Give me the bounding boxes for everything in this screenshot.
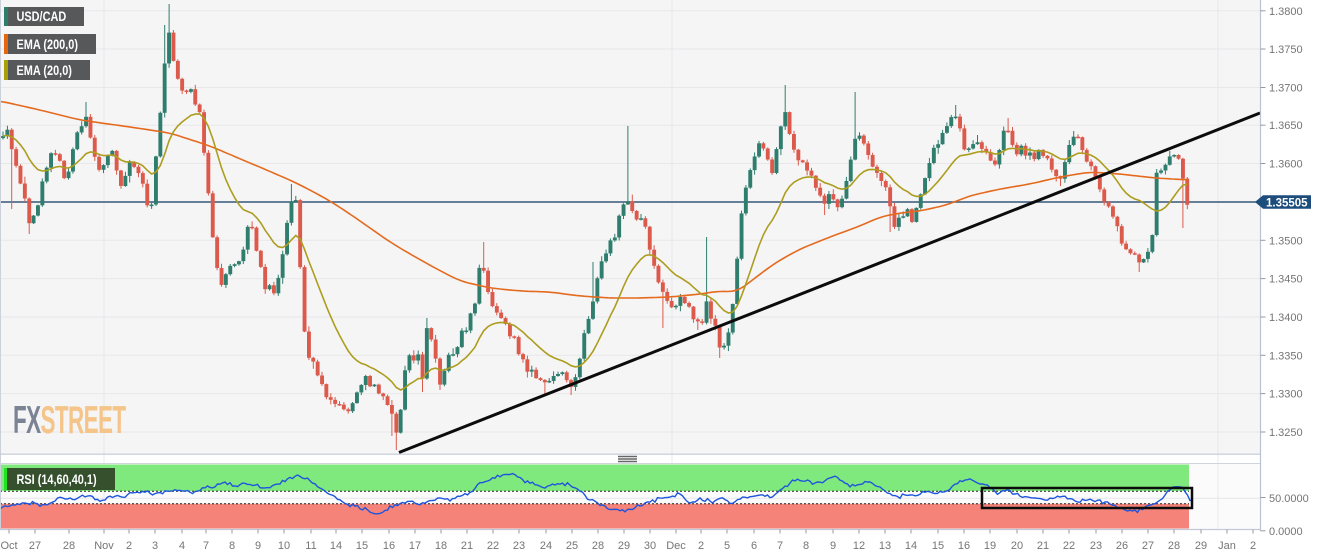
svg-text:2: 2 [126,540,132,552]
svg-text:22: 22 [1063,540,1075,552]
svg-text:7: 7 [777,540,783,552]
svg-text:28: 28 [63,540,75,552]
svg-text:5: 5 [724,540,730,552]
svg-text:50.0000: 50.0000 [1269,493,1309,505]
svg-text:Jan: Jan [1218,540,1236,552]
svg-text:20: 20 [1011,540,1023,552]
svg-text:1.3400: 1.3400 [1269,312,1303,324]
svg-text:13: 13 [879,540,891,552]
svg-text:21: 21 [1037,540,1049,552]
svg-text:8: 8 [803,540,809,552]
svg-text:10: 10 [278,540,290,552]
svg-text:4: 4 [179,540,185,552]
svg-text:23: 23 [513,540,525,552]
svg-text:1.3350: 1.3350 [1269,350,1303,362]
svg-text:23: 23 [1090,540,1102,552]
svg-text:29: 29 [618,540,630,552]
svg-text:6: 6 [751,540,757,552]
svg-text:29: 29 [1195,540,1207,552]
svg-text:24: 24 [540,540,552,552]
svg-text:1.3800: 1.3800 [1269,6,1303,18]
svg-text:9: 9 [830,540,836,552]
svg-text:Dec: Dec [666,540,686,552]
svg-text:1.3600: 1.3600 [1269,159,1303,171]
svg-text:9: 9 [255,540,261,552]
svg-text:22: 22 [487,540,499,552]
svg-text:7: 7 [203,540,209,552]
svg-text:26: 26 [1116,540,1128,552]
svg-text:14: 14 [330,540,342,552]
svg-text:27: 27 [29,540,41,552]
svg-text:17: 17 [409,540,421,552]
svg-text:16: 16 [383,540,395,552]
svg-text:1.3650: 1.3650 [1269,120,1303,132]
svg-text:19: 19 [984,540,996,552]
svg-text:2: 2 [698,540,704,552]
svg-text:8: 8 [229,540,235,552]
svg-text:27: 27 [1142,540,1154,552]
svg-text:15: 15 [932,540,944,552]
svg-text:25: 25 [566,540,578,552]
svg-text:14: 14 [905,540,917,552]
svg-text:15: 15 [356,540,368,552]
svg-text:28: 28 [1168,540,1180,552]
svg-text:1.3500: 1.3500 [1269,235,1303,247]
svg-text:2: 2 [1250,540,1256,552]
svg-text:1.3450: 1.3450 [1269,274,1303,286]
svg-text:1.35505: 1.35505 [1266,197,1308,209]
svg-text:0.0000: 0.0000 [1269,526,1303,538]
svg-text:18: 18 [435,540,447,552]
svg-text:28: 28 [592,540,604,552]
svg-text:1.3250: 1.3250 [1269,427,1303,439]
svg-text:1.3700: 1.3700 [1269,83,1303,95]
svg-text:30: 30 [644,540,656,552]
svg-text:11: 11 [305,540,316,552]
svg-text:Oct: Oct [0,540,17,552]
svg-text:3: 3 [152,540,158,552]
svg-text:1.3300: 1.3300 [1269,389,1303,401]
svg-text:Nov: Nov [94,540,114,552]
svg-text:16: 16 [958,540,970,552]
svg-text:21: 21 [461,540,473,552]
svg-text:1.3750: 1.3750 [1269,44,1303,56]
svg-text:12: 12 [853,540,865,552]
